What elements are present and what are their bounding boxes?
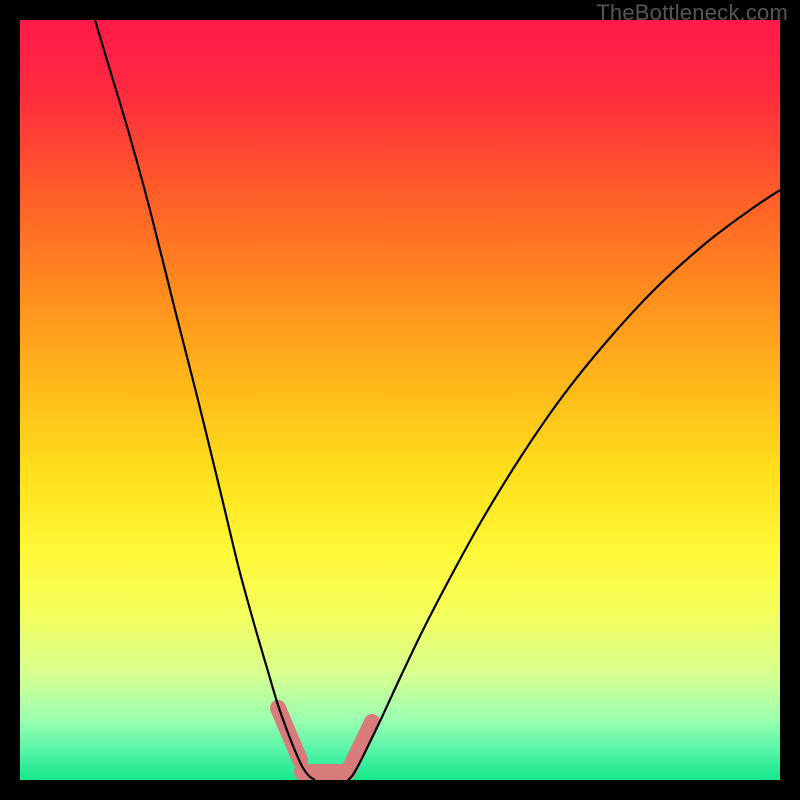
gradient-background	[20, 20, 780, 780]
watermark-text: TheBottleneck.com	[596, 0, 788, 26]
plot-svg	[20, 20, 780, 780]
plot-area	[20, 20, 780, 780]
